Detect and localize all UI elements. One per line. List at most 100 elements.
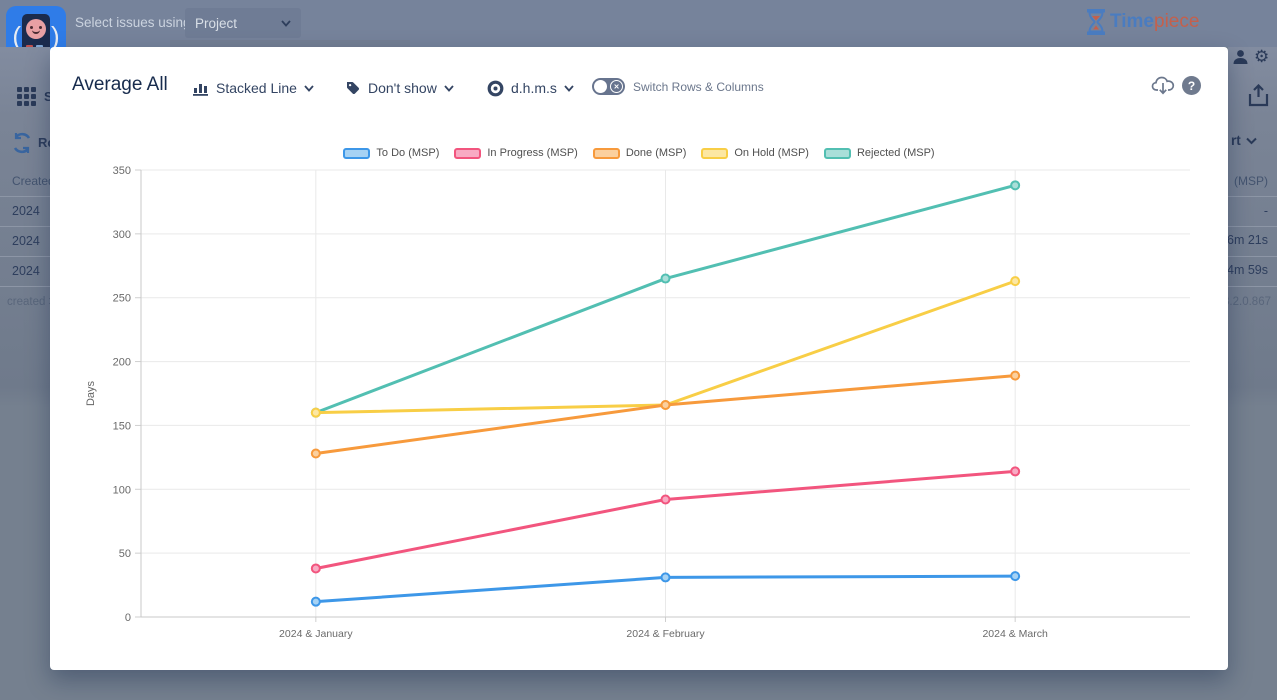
y-tick-label: 350 (113, 165, 131, 177)
switch-rows-columns-label: Switch Rows & Columns (633, 79, 764, 94)
row-divider (0, 196, 50, 197)
tag-icon (346, 82, 360, 95)
version-number: 3.2.0.867 (1223, 296, 1271, 308)
table-cell: 54m 59s (1220, 263, 1268, 277)
switch-rows-columns-control: ✕ Switch Rows & Columns (592, 78, 764, 95)
data-point (310, 448, 321, 459)
smile-shape (32, 30, 40, 34)
row-divider (1228, 256, 1277, 257)
bar-chart-icon (193, 83, 208, 96)
logo-text-time: Time (1110, 11, 1155, 32)
target-icon (487, 80, 504, 96)
export-dropdown-cut[interactable]: rt (1231, 133, 1257, 148)
y-axis-title: Days (85, 380, 97, 406)
data-point (1010, 180, 1021, 191)
data-point (660, 494, 671, 505)
export-label: rt (1231, 133, 1241, 148)
legend-item[interactable]: In Progress (MSP) (454, 147, 578, 159)
legend-label: To Do (MSP) (376, 147, 440, 159)
face-illustration (26, 19, 46, 39)
gear-icon[interactable]: ⚙ (1254, 47, 1270, 66)
timepiece-logo: Time piece (1085, 9, 1199, 35)
report-chart-modal: Average All Stacked Line Don't show d.h.… (50, 47, 1228, 670)
row-divider (0, 286, 50, 287)
logo-text-piece: piece (1154, 11, 1200, 32)
table-row: 2024 (12, 234, 40, 248)
data-point (310, 596, 321, 607)
legend-swatch (823, 147, 851, 159)
legend-item[interactable]: Rejected (MSP) (823, 147, 935, 159)
table-cell: 46m 21s (1220, 233, 1268, 247)
x-tick-label: 2024 & February (626, 628, 705, 640)
legend-swatch (701, 147, 729, 159)
x-tick-label: 2024 & January (279, 628, 353, 640)
data-point (310, 407, 321, 418)
toggle-knob (594, 80, 607, 93)
row-divider (1228, 286, 1277, 287)
row-divider (0, 256, 50, 257)
y-tick-label: 250 (113, 293, 131, 305)
row-divider (0, 226, 50, 227)
cloud-download-icon[interactable] (1151, 74, 1175, 96)
chevron-down-icon (281, 19, 291, 27)
chevron-down-icon (304, 84, 314, 92)
chevron-down-icon (444, 84, 454, 92)
refresh-icon[interactable] (11, 132, 33, 159)
legend-item[interactable]: To Do (MSP) (343, 147, 439, 159)
data-point (1010, 466, 1021, 477)
legend-item[interactable]: Done (MSP) (592, 147, 687, 159)
data-point (660, 572, 671, 583)
eye-dot (39, 26, 42, 29)
chart-legend: To Do (MSP) In Progress (MSP) Done (MSP) On… (50, 143, 1228, 163)
data-point (1010, 571, 1021, 582)
export-icon[interactable] (1248, 84, 1269, 107)
unit-format-dropdown[interactable]: d.h.m.s (487, 77, 574, 99)
project-dropdown[interactable]: Project (185, 8, 301, 38)
msp-column-header: (MSP) (1234, 174, 1268, 188)
data-point (1010, 276, 1021, 287)
y-tick-label: 300 (113, 229, 131, 241)
project-dropdown-value: Project (195, 15, 238, 31)
data-point (660, 399, 671, 410)
legend-swatch (592, 147, 620, 159)
logo-paren-left: ( (12, 20, 21, 51)
created-column-header: Created (12, 174, 55, 188)
switch-rows-columns-toggle[interactable]: ✕ (592, 78, 625, 95)
legend-label: Done (MSP) (625, 147, 687, 159)
y-tick-label: 0 (125, 612, 131, 624)
chart-type-dropdown[interactable]: Stacked Line (193, 77, 314, 99)
data-point (310, 563, 321, 574)
app-switcher-grid-icon[interactable] (17, 87, 37, 107)
toggle-x-icon: ✕ (610, 80, 623, 93)
person-icon[interactable] (1232, 48, 1249, 65)
row-divider (1228, 226, 1277, 227)
table-row: 2024 (12, 204, 40, 218)
data-point (1010, 370, 1021, 381)
filter-footer-cut: created > (7, 296, 56, 308)
legend-item[interactable]: On Hold (MSP) (701, 147, 809, 159)
legend-label: In Progress (MSP) (487, 147, 578, 159)
app-topbar: ( ) Select issues using Project (0, 0, 1277, 66)
hourglass-icon (1087, 9, 1105, 35)
unit-format-value: d.h.m.s (511, 80, 557, 96)
x-tick-label: 2024 & March (982, 628, 1048, 640)
help-icon[interactable]: ? (1182, 76, 1201, 95)
data-point (660, 273, 671, 284)
left-table-edge (0, 47, 50, 700)
background-input-sliver (170, 40, 410, 47)
select-issues-label: Select issues using (75, 15, 191, 30)
y-tick-label: 150 (113, 420, 131, 432)
table-row: 2024 (12, 264, 40, 278)
legend-swatch (343, 147, 371, 159)
logo-paren-right: ) (51, 20, 60, 51)
modal-title: Average All (72, 74, 168, 95)
show-mode-value: Don't show (368, 80, 437, 96)
show-mode-dropdown[interactable]: Don't show (345, 77, 454, 99)
right-table-edge (1228, 47, 1277, 700)
eye-dot (30, 26, 33, 29)
chart-type-value: Stacked Line (216, 80, 297, 96)
line-chart: 0 50 100 150 200 250 300 350 2024 & January 2024 … (85, 165, 1190, 640)
chevron-down-icon (564, 84, 574, 92)
y-tick-label: 100 (113, 484, 131, 496)
